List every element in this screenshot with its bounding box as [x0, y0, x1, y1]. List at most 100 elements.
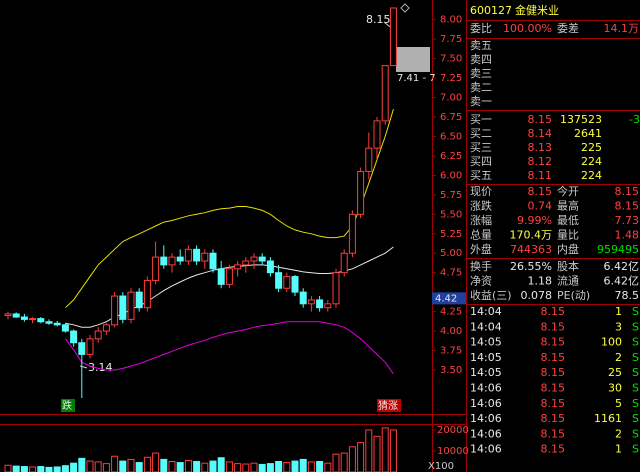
candle-body	[143, 279, 151, 309]
quote-text: 卖四	[470, 53, 492, 66]
volume-bar	[135, 462, 143, 472]
volume-bar	[266, 463, 274, 472]
candle-body	[37, 318, 45, 323]
y-tick-label: 6.50	[440, 131, 462, 142]
signal-label: 猜涨	[378, 399, 398, 412]
quote-text: -3	[629, 113, 640, 126]
quote-text: 1161	[594, 412, 622, 425]
quote-text: 2	[615, 351, 622, 364]
candle-body	[152, 256, 160, 281]
candle-body	[389, 7, 397, 67]
quote-text: 14:06	[470, 427, 502, 440]
quote-text: 买二	[470, 127, 492, 140]
quote-text: 14:05	[470, 366, 502, 379]
quote-text: 14:06	[470, 397, 502, 410]
quote-text: 买一	[470, 113, 492, 126]
quote-text: 9.99%	[517, 214, 552, 227]
quote-text: 买五	[470, 169, 492, 182]
candle-body	[176, 256, 184, 262]
volume-bar	[299, 458, 307, 472]
candle-body	[365, 147, 373, 172]
quote-text: 流通	[557, 274, 579, 288]
candle-body	[102, 324, 110, 332]
quote-text: 8.15	[541, 382, 566, 395]
candle-body	[348, 213, 356, 254]
quote-text: 今开	[557, 184, 579, 198]
y-tick-label: 6.25	[440, 151, 462, 162]
volume-bar	[86, 460, 94, 472]
quote-text: 14:04	[470, 305, 502, 318]
quote-text: 0.74	[528, 200, 553, 213]
y-tick-label: 7.25	[440, 73, 462, 84]
volume-bar	[70, 462, 78, 472]
volume-tick-label: 10000	[437, 446, 469, 457]
candle-body	[225, 268, 233, 285]
quote-text: 现价	[470, 185, 492, 198]
candle-body	[266, 260, 274, 274]
volume-bar	[184, 459, 192, 472]
volume-bar	[283, 462, 291, 472]
volume-bar	[234, 463, 242, 472]
volume-bar	[225, 461, 233, 472]
candle-body	[53, 322, 61, 326]
quote-text: 8.15	[615, 200, 640, 213]
quote-text: 14.1万	[604, 22, 640, 35]
quote-text: 2	[615, 427, 622, 440]
volume-bar	[102, 463, 110, 472]
quote-text: 收益(三)	[470, 288, 512, 302]
volume-bar	[381, 427, 389, 472]
quote-text: 14:06	[470, 443, 502, 456]
quote-text: 卖三	[470, 67, 492, 80]
quote-text: 14:06	[470, 412, 502, 425]
candle-body	[250, 256, 258, 262]
volume-bar	[78, 457, 86, 472]
quote-text: 量比	[557, 229, 579, 242]
quote-text: 8.15	[541, 320, 566, 333]
candle-body	[316, 299, 324, 309]
candle-body	[201, 252, 209, 262]
quote-text: 744363	[510, 243, 552, 256]
quote-text: 14:05	[470, 351, 502, 364]
quote-text: PE(动)	[557, 289, 590, 302]
quote-text: 0.078	[521, 289, 553, 302]
quote-text: 股本	[557, 259, 579, 273]
y-tick-label: 4.75	[440, 268, 462, 279]
candle-body	[332, 272, 340, 305]
volume-bar	[119, 460, 127, 472]
candle-body	[357, 170, 365, 215]
quote-text: 8.15	[541, 336, 566, 349]
volume-bar	[20, 466, 28, 472]
quote-text: 8.15	[541, 427, 566, 440]
quote-text: 卖二	[470, 81, 492, 94]
candle-body	[283, 276, 291, 289]
quote-text: 换手	[470, 259, 492, 273]
quote-text: 6.42亿	[604, 260, 640, 273]
candle-body	[275, 272, 283, 289]
quote-text: 8.15	[541, 397, 566, 410]
volume-bar	[258, 463, 266, 472]
indicator-line	[65, 321, 394, 375]
y-tick-label: 5.25	[440, 229, 462, 240]
quote-text: 总量	[470, 228, 492, 242]
candle-body	[193, 248, 201, 262]
candle-body	[135, 291, 143, 309]
volume-bar	[242, 463, 250, 472]
volume-bar	[53, 466, 61, 472]
candle-body	[217, 268, 225, 285]
volume-bar	[127, 458, 135, 472]
quote-text: 8.15	[541, 366, 566, 379]
quote-text: 224	[581, 169, 602, 182]
quote-text: S	[632, 382, 639, 395]
quote-text: 8.15	[615, 185, 640, 198]
y-tick-label: 4.25	[440, 307, 462, 318]
volume-bar	[37, 466, 45, 472]
y-tick-label: 6.00	[440, 170, 462, 181]
candle-body	[61, 324, 69, 332]
quote-text: 外盘	[470, 242, 492, 256]
quote-text: 137523	[560, 113, 602, 126]
quote-text: 涨跌	[470, 199, 492, 213]
candle-body	[242, 260, 250, 266]
signal-label: 跌	[62, 399, 72, 412]
range-box	[396, 47, 430, 72]
